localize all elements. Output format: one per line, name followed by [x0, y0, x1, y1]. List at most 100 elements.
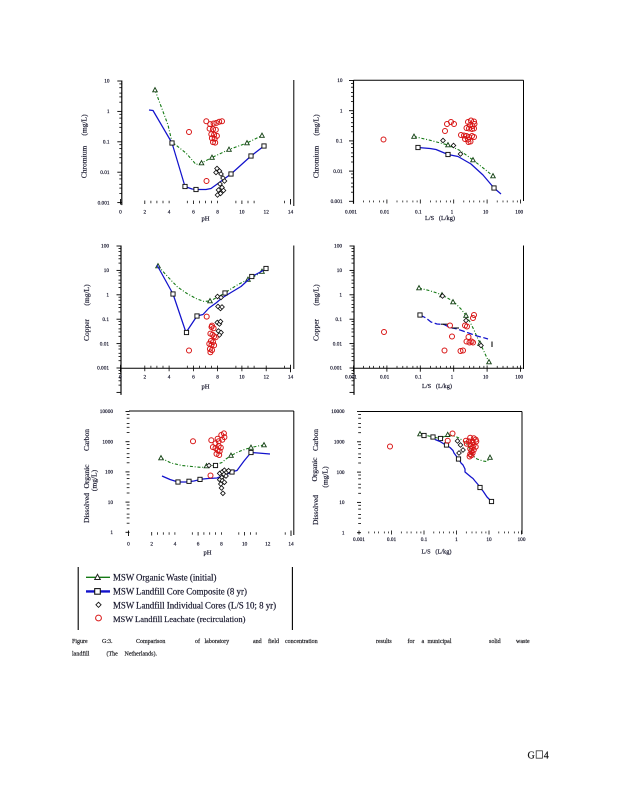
svg-text:landfill: landfill [72, 651, 90, 658]
svg-text:0: 0 [119, 210, 122, 216]
svg-text:0.01: 0.01 [333, 169, 343, 175]
svg-text:10: 10 [242, 542, 248, 548]
svg-text:solid: solid [489, 639, 501, 645]
svg-text:Comparison: Comparison [136, 639, 165, 645]
svg-text:0.001: 0.001 [353, 537, 365, 543]
svg-text:0: 0 [119, 375, 122, 381]
svg-text:4: 4 [544, 751, 549, 762]
svg-text:12: 12 [265, 542, 271, 548]
svg-text:0.01: 0.01 [387, 537, 397, 543]
svg-text:10: 10 [104, 268, 110, 274]
svg-text:MSW Landfill Leachate (recircu: MSW Landfill Leachate (recirculation) [113, 614, 246, 624]
svg-text:6: 6 [192, 375, 195, 381]
svg-text:1: 1 [455, 537, 458, 543]
svg-text:0.1: 0.1 [336, 139, 343, 145]
svg-text:MSW Landfill Individual Cores: MSW Landfill Individual Cores (L/S 10; 8… [113, 601, 276, 611]
svg-text:L/S (L/kg): L/S (L/kg) [425, 215, 455, 222]
svg-text:1: 1 [342, 530, 345, 536]
svg-text:0.01: 0.01 [380, 210, 390, 216]
svg-text:10: 10 [339, 500, 345, 506]
svg-text:MSW Landfill Core Composite (: MSW Landfill Core Composite (8 yr) [113, 587, 247, 597]
svg-text:a: a [422, 639, 425, 645]
svg-text:0.1: 0.1 [421, 537, 428, 543]
svg-text:(The: (The [107, 651, 119, 658]
svg-text:8: 8 [216, 210, 219, 216]
svg-text:4: 4 [168, 210, 171, 216]
svg-text:2: 2 [143, 210, 146, 216]
svg-text:10: 10 [104, 79, 110, 85]
svg-text:laboratory: laboratory [205, 639, 230, 645]
svg-text:Chromium: Chromium [312, 146, 321, 179]
svg-text:10: 10 [483, 210, 489, 216]
svg-text:1: 1 [451, 375, 454, 381]
svg-text:of: of [195, 638, 200, 645]
svg-text:1: 1 [339, 293, 342, 299]
svg-text:field: field [268, 638, 279, 645]
svg-text:(mg/L): (mg/L) [321, 466, 330, 488]
svg-text:2: 2 [150, 542, 153, 548]
svg-text:100: 100 [101, 244, 109, 250]
svg-text:0.001: 0.001 [97, 366, 109, 372]
svg-text:MSW Organic Waste (initial): MSW Organic Waste (initial) [113, 573, 217, 583]
svg-text:0.001: 0.001 [345, 210, 357, 216]
svg-text:waste: waste [516, 639, 530, 645]
svg-text:0.001: 0.001 [345, 375, 357, 381]
svg-text:10: 10 [108, 500, 114, 506]
svg-text:Carbon: Carbon [82, 429, 91, 451]
svg-text:10: 10 [337, 268, 343, 274]
svg-text:12: 12 [264, 210, 270, 216]
svg-text:1: 1 [110, 530, 113, 536]
svg-text:0.1: 0.1 [103, 140, 110, 146]
svg-text:concentration: concentration [285, 639, 318, 645]
svg-text:1000: 1000 [334, 440, 345, 446]
svg-text:0.1: 0.1 [335, 317, 342, 323]
svg-text:Organic: Organic [82, 464, 91, 489]
svg-text:100: 100 [337, 470, 345, 476]
svg-text:results: results [376, 639, 392, 645]
svg-text:0.001: 0.001 [98, 200, 110, 206]
svg-text:G: G [528, 751, 535, 762]
svg-text:pH: pH [202, 216, 210, 223]
svg-text:100: 100 [515, 375, 523, 381]
svg-text:8: 8 [216, 375, 219, 381]
svg-text:14: 14 [288, 210, 294, 216]
svg-text:1: 1 [107, 109, 110, 115]
svg-text:100: 100 [105, 470, 113, 476]
svg-text:0: 0 [127, 542, 130, 548]
svg-text:0.01: 0.01 [100, 341, 110, 347]
svg-text:4: 4 [168, 375, 171, 381]
svg-text:Copper: Copper [82, 318, 91, 341]
svg-text:pH: pH [202, 384, 210, 391]
svg-text:Dissolved: Dissolved [311, 495, 320, 525]
svg-text:10000: 10000 [100, 409, 114, 415]
svg-text:(mg/L): (mg/L) [82, 284, 91, 306]
svg-text:0.01: 0.01 [100, 170, 110, 176]
svg-text:14: 14 [288, 375, 294, 381]
svg-text:(mg/L): (mg/L) [312, 284, 321, 306]
svg-text:0.1: 0.1 [415, 375, 422, 381]
svg-text:L/S (L/kg): L/S (L/kg) [422, 383, 452, 390]
svg-text:Chromium: Chromium [80, 146, 89, 179]
svg-text:10000: 10000 [331, 409, 345, 415]
svg-text:100: 100 [334, 244, 342, 250]
svg-text:municipal: municipal [428, 639, 452, 645]
svg-text:10: 10 [486, 537, 492, 543]
svg-text:Carbon: Carbon [311, 429, 320, 451]
svg-text:100: 100 [518, 537, 526, 543]
svg-text:0.01: 0.01 [333, 341, 343, 347]
svg-text:Copper: Copper [312, 318, 321, 341]
svg-text:G:3.: G:3. [102, 639, 113, 645]
svg-text:100: 100 [515, 210, 523, 216]
svg-text:0.001: 0.001 [331, 199, 343, 205]
svg-text:14: 14 [288, 542, 294, 548]
svg-text:(mg/L): (mg/L) [90, 469, 99, 491]
svg-text:1: 1 [451, 210, 454, 216]
svg-text:and: and [253, 639, 262, 645]
svg-text:1: 1 [340, 108, 343, 114]
svg-text:pH: pH [204, 550, 212, 557]
svg-text:10: 10 [239, 210, 245, 216]
svg-text:0.01: 0.01 [380, 375, 390, 381]
svg-text:12: 12 [264, 375, 270, 381]
svg-text:10: 10 [239, 375, 245, 381]
svg-text:0.1: 0.1 [102, 317, 109, 323]
